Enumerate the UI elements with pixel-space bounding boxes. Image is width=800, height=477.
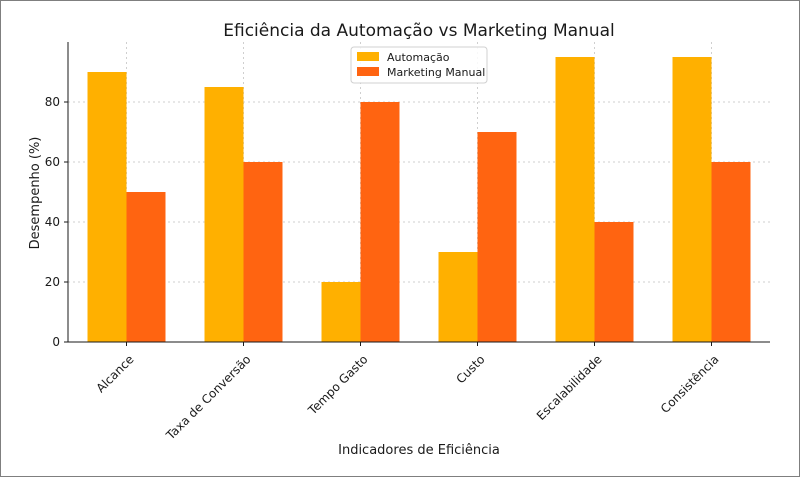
x-tick-label: Tempo Gasto bbox=[305, 352, 371, 418]
x-axis-label: Indicadores de Eficiência bbox=[338, 443, 500, 458]
y-tick-label: 80 bbox=[45, 95, 60, 109]
y-tick-label: 20 bbox=[45, 275, 60, 289]
y-tick-label: 40 bbox=[45, 215, 60, 229]
x-tick-label: Consistência bbox=[658, 352, 722, 416]
x-tick-label: Custo bbox=[453, 352, 487, 386]
legend-swatch bbox=[357, 67, 379, 76]
bar-automacao bbox=[87, 72, 127, 342]
x-tick-label: Alcance bbox=[93, 352, 136, 395]
bar-marketing-manual bbox=[126, 192, 166, 342]
legend-label: Marketing Manual bbox=[387, 66, 485, 79]
legend-label: Automação bbox=[387, 51, 450, 64]
bar-automacao bbox=[672, 57, 712, 342]
bars bbox=[87, 57, 751, 342]
bar-marketing-manual bbox=[360, 102, 400, 342]
legend: Automação Marketing Manual bbox=[350, 46, 488, 84]
bar-automacao bbox=[204, 87, 244, 342]
x-tick-label: Escalabilidade bbox=[534, 352, 605, 423]
x-tick-label: Taxa de Conversão bbox=[163, 352, 254, 443]
y-axis-label: Desempenho (%) bbox=[28, 137, 43, 250]
bar-marketing-manual bbox=[243, 162, 283, 342]
y-tick-label: 60 bbox=[45, 155, 60, 169]
legend-box bbox=[350, 46, 488, 84]
bar-marketing-manual bbox=[477, 132, 517, 342]
bar-automacao bbox=[555, 57, 595, 342]
bar-automacao bbox=[438, 252, 478, 342]
bar-marketing-manual bbox=[594, 222, 634, 342]
bar-automacao bbox=[321, 282, 361, 342]
bar-marketing-manual bbox=[711, 162, 751, 342]
chart-title: Eficiência da Automação vs Marketing Man… bbox=[223, 21, 615, 41]
axes bbox=[67, 42, 770, 343]
y-tick-label: 0 bbox=[52, 335, 60, 349]
legend-swatch bbox=[357, 52, 379, 61]
grid-lines bbox=[68, 42, 770, 342]
